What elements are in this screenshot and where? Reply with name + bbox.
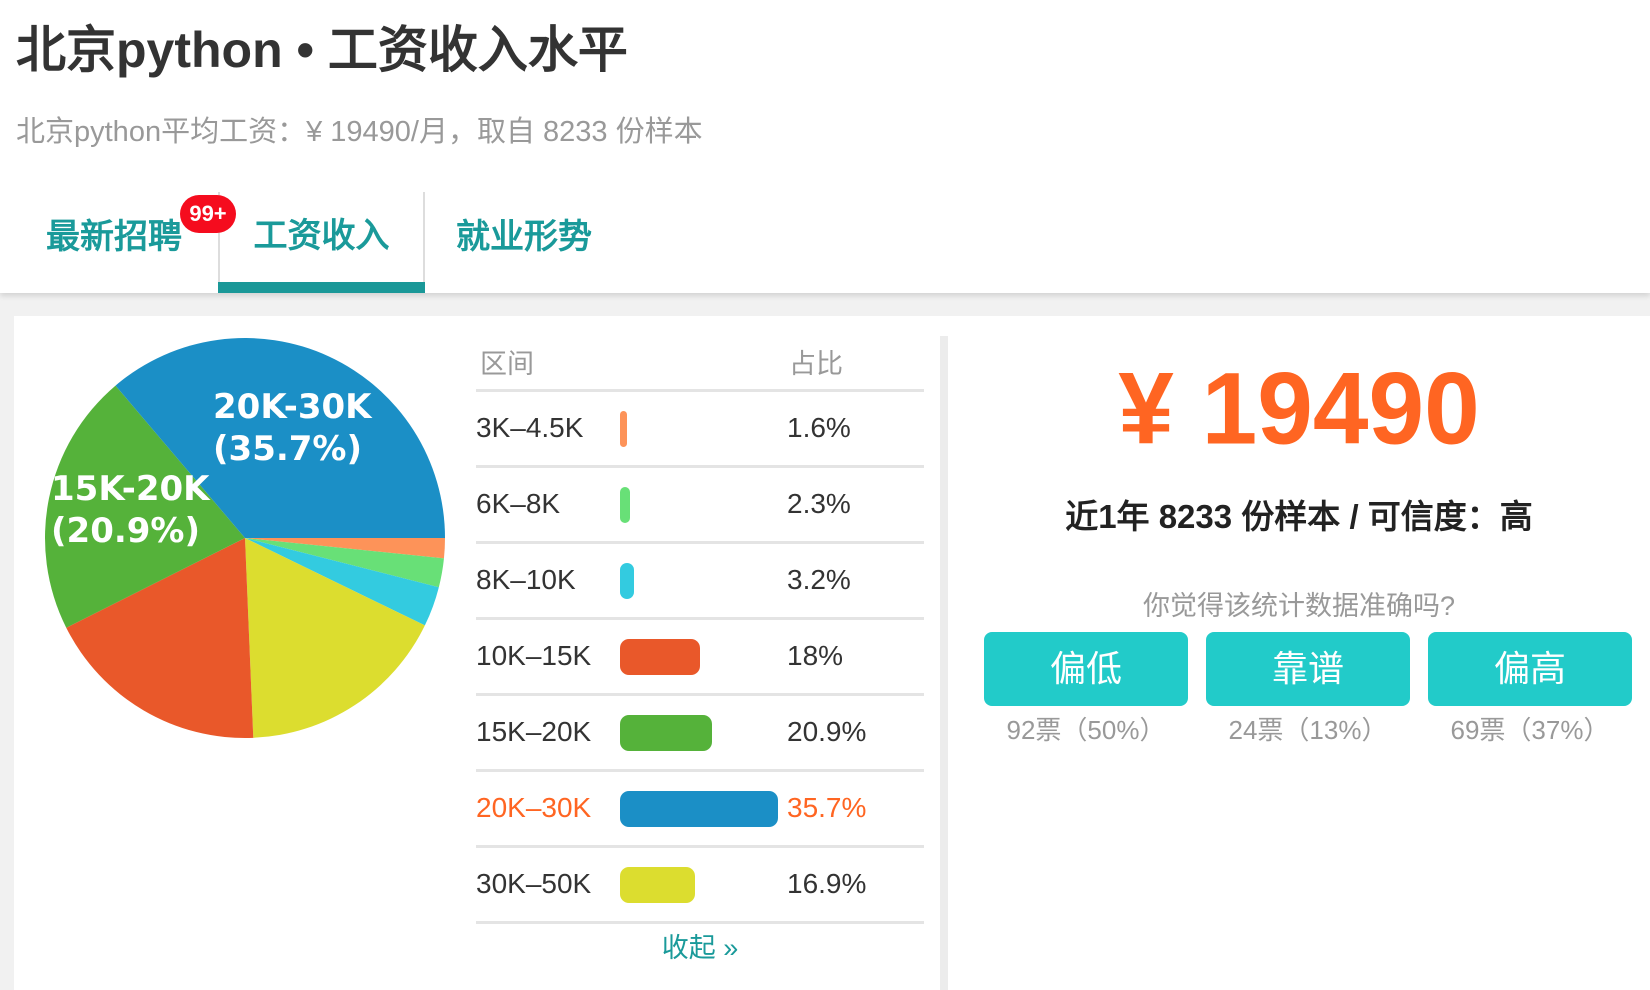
table-header: 区间 占比 <box>476 336 924 392</box>
range-label: 6K–8K <box>476 488 561 519</box>
ratio-bar <box>620 715 713 751</box>
pie-label-name: 15K-20K <box>51 469 210 509</box>
pie-label-value: (20.9%) <box>51 511 201 551</box>
ratio-value: 18% <box>787 640 844 671</box>
ratio-value: 1.6% <box>787 412 851 443</box>
pie-slice-3k-4.5k <box>245 538 445 559</box>
header-panel: 北京python • 工资收入水平 北京python平均工资：¥ 19490/月… <box>0 0 1650 293</box>
pie-label-value: (35.7%) <box>213 429 363 469</box>
salary-distribution-table: 区间 占比 3K–4.5K 1.6% 6K–8K 2.3% 8K–10K 3.2% 10K–… <box>476 336 924 924</box>
tab-employment-trend[interactable]: 就业形势 <box>456 218 592 256</box>
new-jobs-badge: 99+ <box>180 195 236 233</box>
range-label: 10K–15K <box>476 640 592 671</box>
average-salary: ¥ 19490 <box>1118 351 1480 467</box>
vote-too-high-button[interactable]: 偏高 <box>1428 632 1632 706</box>
vertical-divider <box>940 336 948 990</box>
range-label: 3K–4.5K <box>476 412 584 443</box>
range-label: 15K–20K <box>476 716 592 747</box>
ratio-bar <box>620 867 695 903</box>
pie-slice-6k-8k <box>245 538 444 588</box>
tab-latest-jobs[interactable]: 最新招聘 <box>46 218 182 256</box>
ratio-value: 16.9% <box>787 868 867 899</box>
col-range: 区间 <box>480 349 534 379</box>
range-label: 30K–50K <box>476 868 592 899</box>
ratio-bar <box>620 487 631 523</box>
range-label: 20K–30K <box>476 792 592 823</box>
col-ratio: 占比 <box>789 349 843 379</box>
collapse-link[interactable]: 收起 » <box>661 933 739 963</box>
table-row: 8K–10K 3.2% <box>476 544 924 620</box>
pie-slice-30k-50k <box>245 538 425 738</box>
pie-label-name: 20K-30K <box>213 387 372 427</box>
pie-slice-8k-10k <box>245 538 439 626</box>
salary-pie-chart <box>44 338 446 738</box>
pie-slice-20k-30k <box>115 338 446 538</box>
ratio-bar <box>620 639 700 675</box>
vote-count-low: 92票（50%） <box>1006 715 1166 745</box>
vote-too-low-button[interactable]: 偏低 <box>984 632 1188 706</box>
table-row: 3K–4.5K 1.6% <box>476 392 924 468</box>
ratio-value: 35.7% <box>787 792 867 823</box>
ratio-value: 20.9% <box>787 716 867 747</box>
vote-accurate-button[interactable]: 靠谱 <box>1206 632 1410 706</box>
table-row: 15K–20K 20.9% <box>476 696 924 772</box>
table-row: 30K–50K 16.9% <box>476 848 924 924</box>
table-row: 6K–8K 2.3% <box>476 468 924 544</box>
tab-salary[interactable]: 工资收入 <box>218 192 425 293</box>
page-subtitle: 北京python平均工资：¥ 19490/月，取自 8233 份样本 <box>16 116 703 148</box>
ratio-value: 2.3% <box>787 488 851 519</box>
pie-slice-15k-20k <box>44 385 246 628</box>
accuracy-question: 你觉得该统计数据准确吗? <box>1142 591 1455 621</box>
table-row: 20K–30K 35.7% <box>476 772 924 848</box>
sample-info: 近1年 8233 份样本 / 可信度：高 <box>1065 498 1533 535</box>
ratio-bar <box>620 791 778 827</box>
pie-slice-10k-15k <box>66 538 254 738</box>
vote-count-accurate: 24票（13%） <box>1228 715 1388 745</box>
pie-label-20k-30k: 20K-30K (35.7%) <box>213 386 371 470</box>
table-row: 10K–15K 18% <box>476 620 924 696</box>
ratio-bar <box>620 563 635 599</box>
page-title: 北京python • 工资收入水平 <box>16 22 628 78</box>
ratio-value: 3.2% <box>787 564 851 595</box>
pie-label-15k-20k: 15K-20K (20.9%) <box>51 468 209 552</box>
ratio-bar <box>620 411 628 447</box>
vote-count-high: 69票（37%） <box>1450 715 1610 745</box>
range-label: 8K–10K <box>476 564 576 595</box>
